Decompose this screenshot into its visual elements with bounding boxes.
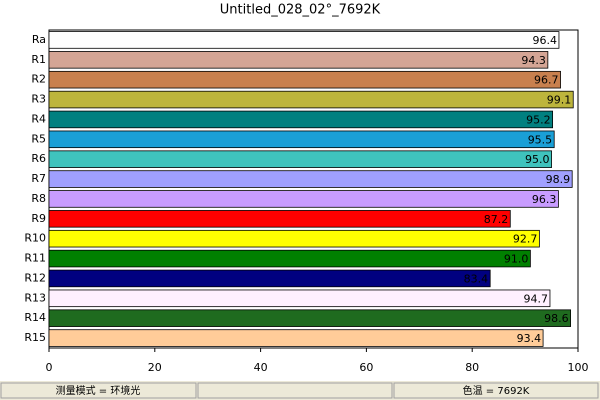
value-label: 94.7 [523,292,548,305]
x-tick-label: 100 [568,361,589,374]
x-tick-label: 60 [359,361,373,374]
y-tick-label: R8 [31,192,46,205]
y-tick-label: R7 [31,172,46,185]
status-pane [197,382,393,399]
value-label: 93.4 [517,332,542,345]
bar [48,31,560,49]
y-tick-label: R3 [31,93,46,106]
x-tick-label: 20 [148,361,162,374]
y-tick-label: R6 [31,152,46,165]
y-tick-label: R11 [24,252,46,265]
status-bar [0,381,600,400]
bar [48,110,554,129]
value-label: 91.0 [504,253,529,266]
y-tick-label: R10 [24,232,46,245]
value-label: 95.5 [528,133,553,146]
value-label: 98.9 [546,173,571,186]
bar [48,289,551,308]
value-label: 96.7 [534,74,559,87]
y-tick-label: Ra [32,33,46,46]
y-tick-label: R12 [24,271,46,284]
status-text: 测量模式 = 环境光 [56,384,141,397]
y-tick-label: R5 [31,132,46,145]
status-pane [393,382,599,399]
status-pane [0,382,197,399]
value-label: 98.6 [544,312,569,325]
y-tick-label: R14 [24,311,46,324]
chart-title: Untitled_028_02°_7692K [220,3,381,18]
bar [48,210,511,228]
y-tick-label: R9 [31,212,46,225]
value-label: 87.2 [484,213,509,226]
status-text: 色温 = 7692K [463,384,530,397]
x-tick-label: 0 [46,361,53,374]
x-tick-label: 40 [254,361,268,374]
bar [48,130,555,149]
bar [48,150,552,168]
y-tick-label: R15 [24,331,46,344]
y-tick-label: R13 [24,291,46,304]
bar [48,249,531,268]
bar [48,229,540,248]
bar [48,269,491,288]
value-label: 83.4 [464,272,489,285]
y-tick-label: R2 [31,73,46,86]
value-label: 96.4 [532,34,557,47]
value-label: 92.7 [513,233,538,246]
value-label: 96.3 [532,193,557,206]
bar [48,190,559,208]
value-label: 99.1 [547,94,572,107]
plot-frame [48,29,579,349]
bar [48,70,561,89]
value-label: 94.3 [521,54,546,67]
bar [48,170,573,188]
x-tick-label: 80 [465,361,479,374]
bar [48,309,571,327]
value-label: 95.2 [526,113,551,126]
bar [48,51,549,69]
y-tick-label: R4 [31,112,46,125]
y-tick-label: R1 [31,53,46,66]
bar [48,329,544,347]
value-label: 95.0 [525,153,550,166]
bar [48,90,574,109]
